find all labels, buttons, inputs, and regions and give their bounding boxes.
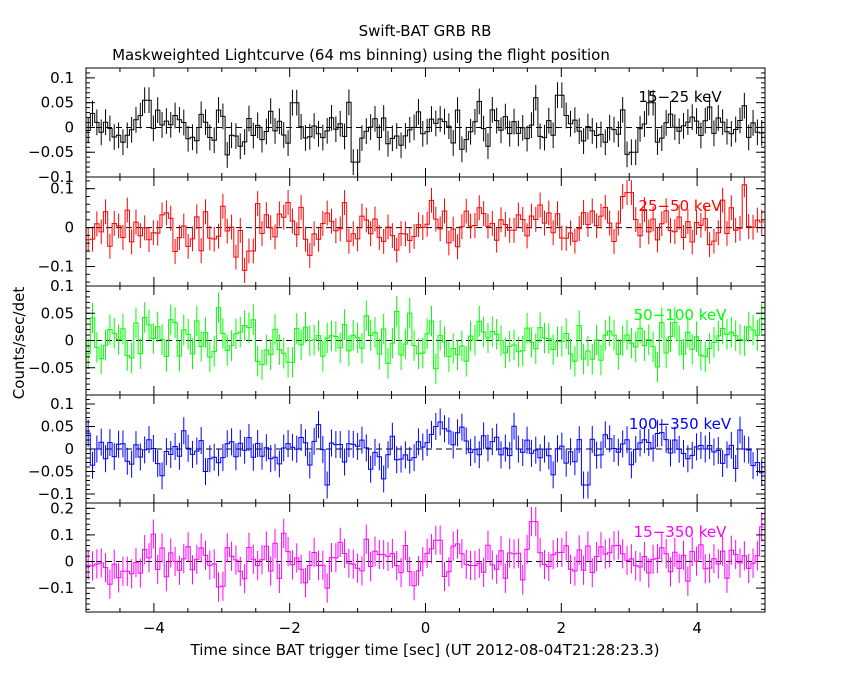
panel-100-350-kev: −0.1 −0.05 0 0.05 0.1 100−350 keV (28, 394, 766, 504)
band-label: 100−350 keV (629, 415, 732, 433)
y-tick-label: 0.1 (50, 526, 74, 544)
y-tick-label: 0.05 (41, 94, 74, 112)
series-line (86, 307, 764, 370)
y-tick-label: 0.05 (41, 418, 74, 436)
y-tick-label: −0.1 (38, 579, 74, 597)
panel-15-25-kev: −0.1 −0.05 0 0.05 0.1 15−25 keV (28, 67, 766, 186)
y-tick-label: 0 (64, 552, 74, 570)
band-label: 25−50 keV (638, 197, 722, 215)
y-tick-label: 0 (64, 440, 74, 458)
series-line (86, 421, 764, 486)
x-tick-label: −2 (279, 619, 301, 637)
y-tick-label: −0.05 (28, 463, 74, 481)
x-axis-tick-labels: −4 −2 0 2 4 (143, 619, 702, 637)
panel-25-50-kev: −0.1 0 0.1 25−50 keV (38, 176, 766, 287)
y-tick-label: −0.1 (38, 258, 74, 276)
y-tick-label: 0.2 (50, 499, 74, 517)
x-tick-label: 2 (557, 619, 567, 637)
y-tick-label: 0 (64, 118, 74, 136)
y-tick-label: −0.1 (38, 485, 74, 503)
band-label: 15−25 keV (638, 88, 722, 106)
x-tick-label: −4 (143, 619, 165, 637)
band-label: 15−350 keV (634, 523, 727, 541)
panels-group: −0.1 −0.05 0 0.05 0.1 15−25 keV −0.1 0 0.1 25−50 … (28, 67, 766, 613)
y-axis-label: Counts/sec/det (10, 287, 28, 400)
y-tick-label: −0.05 (28, 143, 74, 161)
panel-15-350-kev: −0.1 0 0.1 0.2 15−350 keV (38, 499, 766, 613)
x-tick-label: 0 (421, 619, 431, 637)
y-tick-label: 0.1 (50, 69, 74, 87)
chart-title: Swift-BAT GRB RB (359, 22, 492, 40)
series-line (86, 94, 764, 163)
y-tick-label: 0 (64, 332, 74, 350)
chart-subtitle: Maskweighted Lightcurve (64 ms binning) … (112, 46, 610, 64)
series-line (86, 521, 764, 589)
x-tick-label: 4 (692, 619, 702, 637)
panel-50-100-kev: −0.05 0 0.05 0.1 50−100 keV (28, 277, 766, 396)
y-tick-label: 0.1 (50, 395, 74, 413)
y-tick-label: 0.1 (50, 277, 74, 295)
y-tick-label: 0.1 (50, 180, 74, 198)
panel-frame (85, 176, 766, 287)
series-line (86, 184, 764, 271)
y-tick-label: −0.1 (38, 168, 74, 186)
panel-frame (85, 67, 766, 178)
y-tick-label: 0 (64, 219, 74, 237)
y-tick-label: −0.05 (28, 359, 74, 377)
band-label: 50−100 keV (634, 306, 727, 324)
x-axis-label: Time since BAT trigger time [sec] (UT 20… (190, 641, 660, 659)
y-tick-label: 0.05 (41, 304, 74, 322)
